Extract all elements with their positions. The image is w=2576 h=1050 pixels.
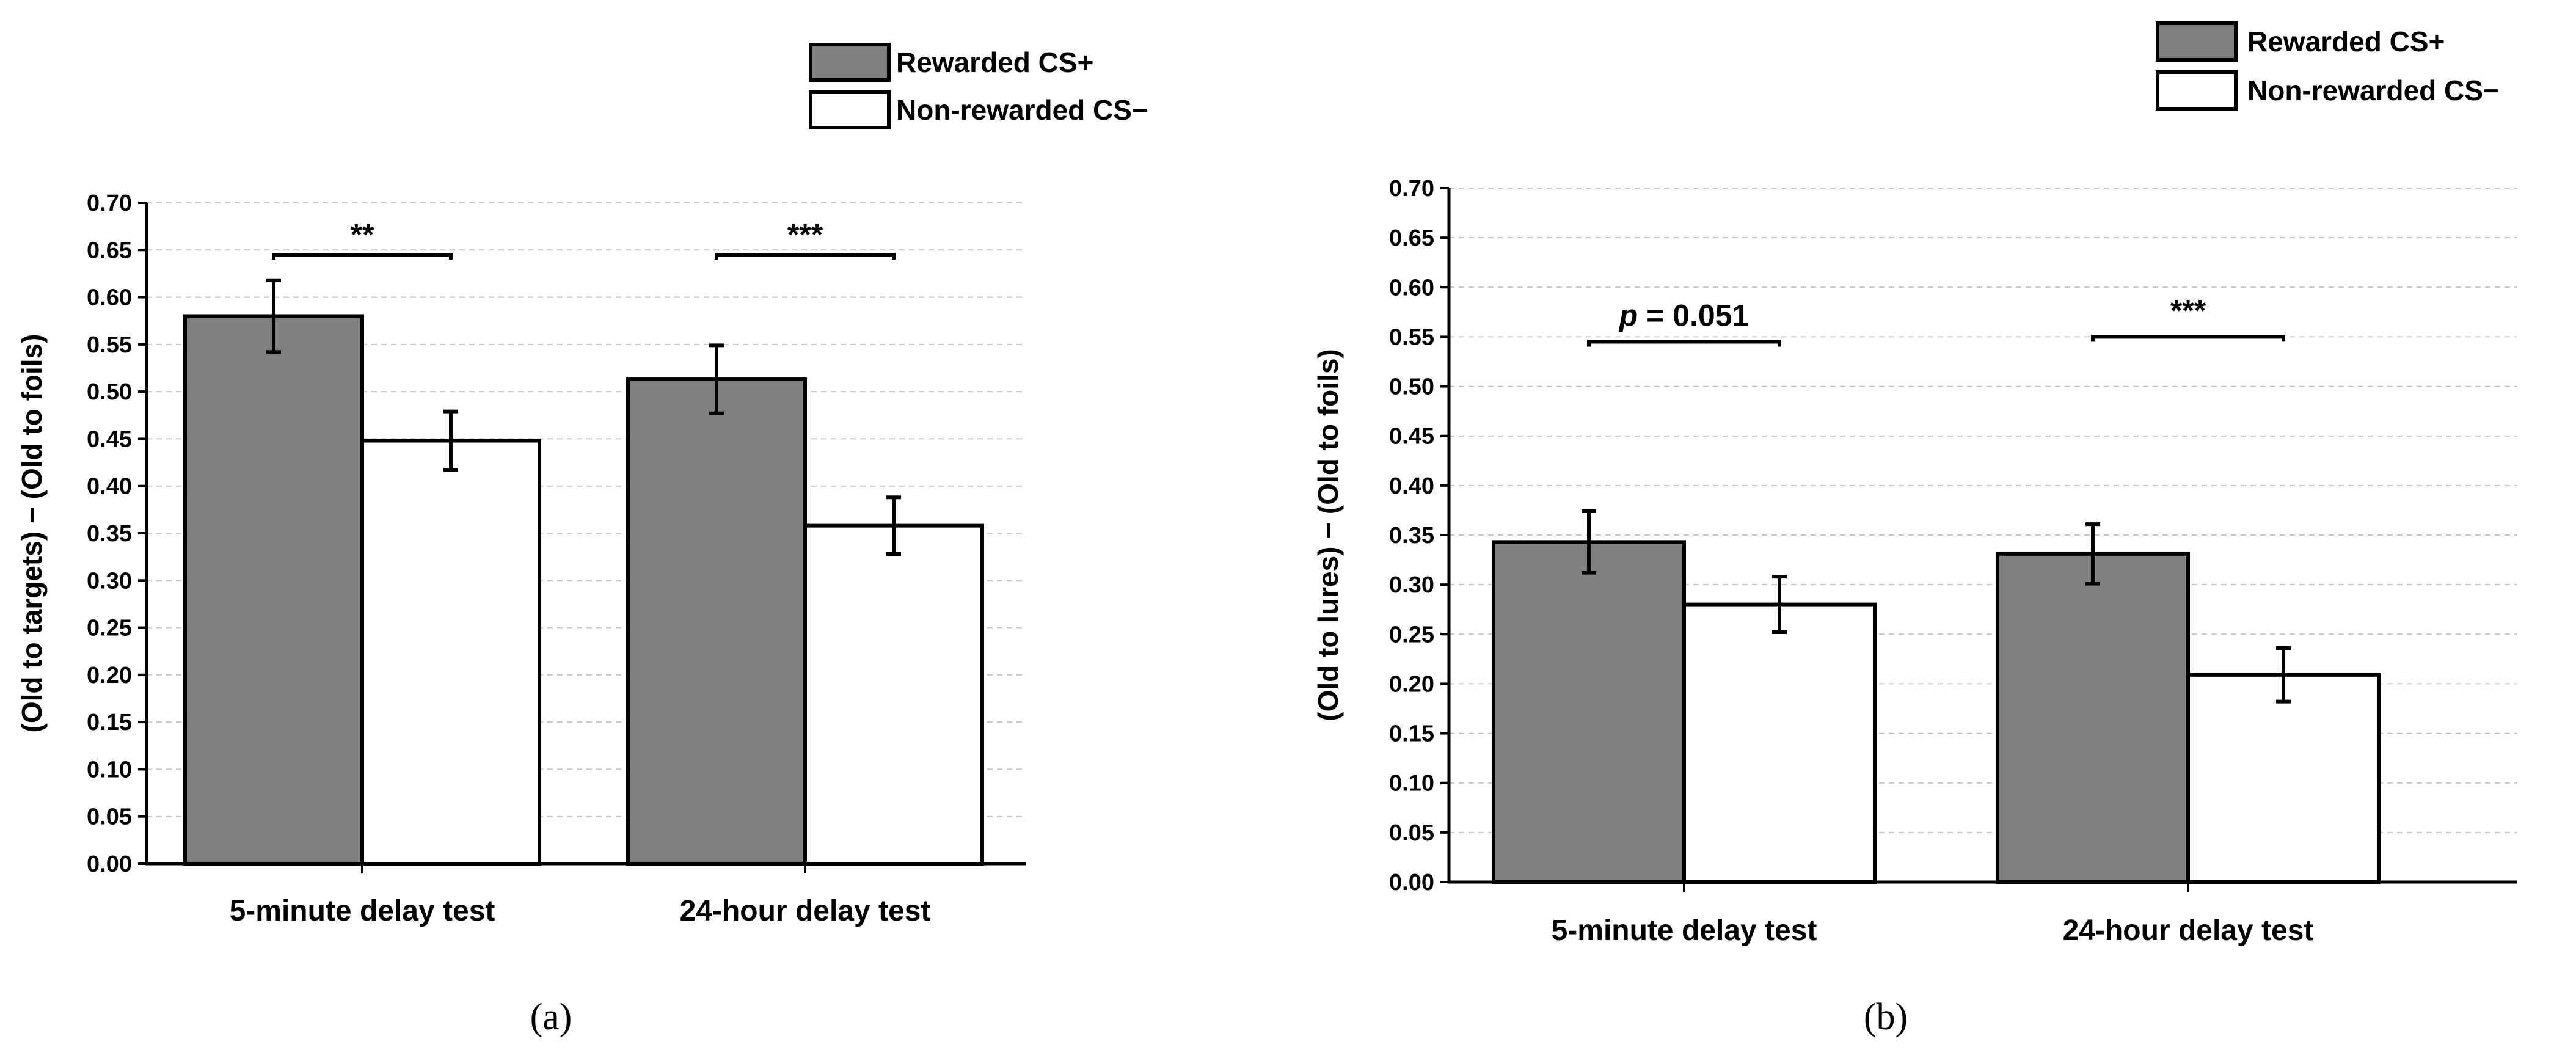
- bar-nonrewarded-5min: [1682, 602, 1877, 884]
- significance-bracket: [2091, 335, 2285, 342]
- category-label: 5-minute delay test: [230, 895, 495, 927]
- legend-label: Non-rewarded CS−: [2247, 75, 2500, 106]
- y-tick-label: 0.30: [87, 568, 132, 594]
- y-tick-label: 0.10: [87, 757, 132, 782]
- y-tick-label: 0.70: [1389, 176, 1434, 202]
- significance-bracket: [1587, 340, 1781, 347]
- y-tick-label: 0.35: [1389, 523, 1434, 549]
- y-tick-label: 0.40: [87, 474, 132, 500]
- bar-nonrewarded-5min: [360, 439, 541, 866]
- y-tick-label: 0.00: [87, 851, 132, 877]
- y-tick-label: 0.45: [87, 426, 132, 452]
- y-tick-label: 0.50: [1389, 374, 1434, 400]
- y-tick-label: 0.00: [1389, 870, 1434, 895]
- legend-swatch: [2156, 21, 2238, 62]
- category-label: 24-hour delay test: [680, 895, 931, 927]
- bar-rewarded-24h: [626, 377, 807, 866]
- y-tick-label: 0.20: [87, 663, 132, 688]
- legend-swatch: [809, 43, 891, 82]
- y-tick-label: 0.55: [87, 332, 132, 358]
- legend: Rewarded CS+ Non-rewarded CS−: [809, 43, 1148, 129]
- legend-label: Rewarded CS+: [896, 46, 1093, 78]
- significance-bracket: [715, 253, 896, 260]
- category-label: 5-minute delay test: [1552, 914, 1817, 947]
- bar-nonrewarded-24h: [2186, 673, 2381, 884]
- y-tick-label: 0.55: [1389, 324, 1434, 350]
- legend-swatch: [809, 90, 891, 129]
- y-tick-label: 0.50: [87, 379, 132, 405]
- y-tick-label: 0.65: [1389, 225, 1434, 251]
- legend-label: Rewarded CS+: [2247, 26, 2445, 57]
- y-tick-label: 0.20: [1389, 671, 1434, 697]
- y-tick-label: 0.60: [87, 285, 132, 311]
- chart-panel-b: 0.00 0.05 0.10 0.15 0.20 0.25 0.30 0.35 0.40 0.45…: [1312, 21, 2517, 1038]
- significance-label: p = 0.051: [1618, 299, 1750, 333]
- y-tick-label: 0.60: [1389, 275, 1434, 301]
- y-tick-label: 0.40: [1389, 473, 1434, 499]
- legend: Rewarded CS+ Non-rewarded CS−: [2156, 21, 2500, 111]
- legend-swatch: [2156, 70, 2238, 111]
- y-tick-label: 0.15: [87, 710, 132, 735]
- panel-label: (a): [530, 996, 572, 1038]
- y-tick-label: 0.70: [87, 191, 132, 216]
- y-tick-label: 0.05: [87, 804, 132, 830]
- y-axis-label: (Old to lures) − (Old to foils): [1312, 349, 1344, 721]
- category-label: 24-hour delay test: [2063, 914, 2314, 947]
- bar-nonrewarded-24h: [803, 523, 984, 866]
- y-axis-label: (Old to targets) − (Old to foils): [16, 334, 48, 733]
- y-tick-label: 0.05: [1389, 820, 1434, 846]
- y-tick-label: 0.35: [87, 521, 132, 547]
- y-tick-label: 0.25: [87, 616, 132, 641]
- bar-rewarded-5min: [1492, 540, 1686, 884]
- y-tick-label: 0.30: [1389, 572, 1434, 598]
- y-tick-label: 0.65: [87, 238, 132, 263]
- significance-label: ***: [787, 217, 823, 252]
- y-tick-label: 0.25: [1389, 622, 1434, 647]
- bar-rewarded-24h: [1996, 552, 2190, 884]
- y-tick-label: 0.15: [1389, 721, 1434, 747]
- y-tick-label: 0.45: [1389, 424, 1434, 450]
- y-tick-label: 0.10: [1389, 771, 1434, 797]
- legend-label: Non-rewarded CS−: [896, 94, 1148, 126]
- significance-label: ***: [2170, 293, 2206, 327]
- significance-label: **: [351, 217, 374, 252]
- chart-panel-a: 0.00 0.05 0.10 0.15 0.20 0.25 0.30 0.35 0.40 0.45…: [16, 43, 1148, 1038]
- panel-label: (b): [1864, 996, 1908, 1038]
- bar-rewarded-5min: [183, 314, 364, 866]
- significance-bracket: [272, 253, 453, 260]
